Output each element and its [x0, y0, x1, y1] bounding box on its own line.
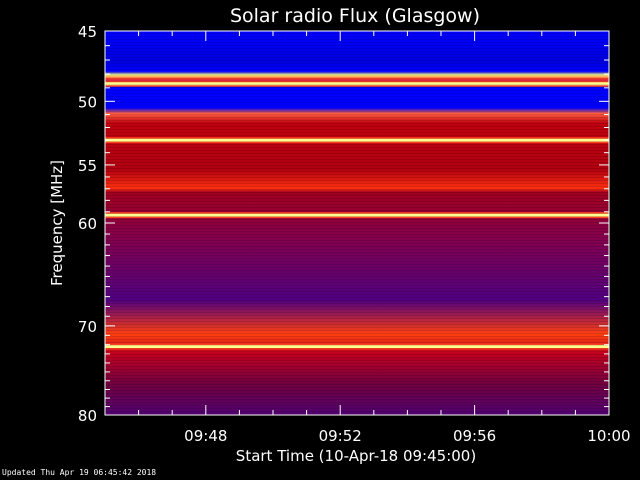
x-tick-label: 10:00 [587, 427, 630, 445]
y-tick-label: 60 [78, 215, 97, 233]
y-axis: 45 50 55 60 70 80 [78, 23, 609, 425]
y-tick-label: 45 [78, 23, 97, 41]
x-tick-label: 09:56 [453, 427, 496, 445]
y-tick-label: 80 [78, 407, 97, 425]
chart-title: Solar radio Flux (Glasgow) [230, 5, 480, 27]
texture-overlay [105, 31, 609, 415]
y-tick-label: 70 [78, 318, 97, 336]
y-tick-label: 50 [78, 93, 97, 111]
x-tick-label: 09:52 [319, 427, 362, 445]
x-axis-label: Start Time (10-Apr-18 09:45:00) [236, 447, 476, 465]
x-axis: 09:48 09:52 09:56 10:00 [104, 31, 631, 445]
x-tick-label: 09:48 [184, 427, 227, 445]
y-axis-label: Frequency [MHz] [48, 160, 66, 286]
y-tick-label: 55 [78, 157, 97, 175]
updated-timestamp: Updated Thu Apr 19 06:45:42 2018 [2, 468, 157, 477]
plot-area [104, 30, 610, 416]
